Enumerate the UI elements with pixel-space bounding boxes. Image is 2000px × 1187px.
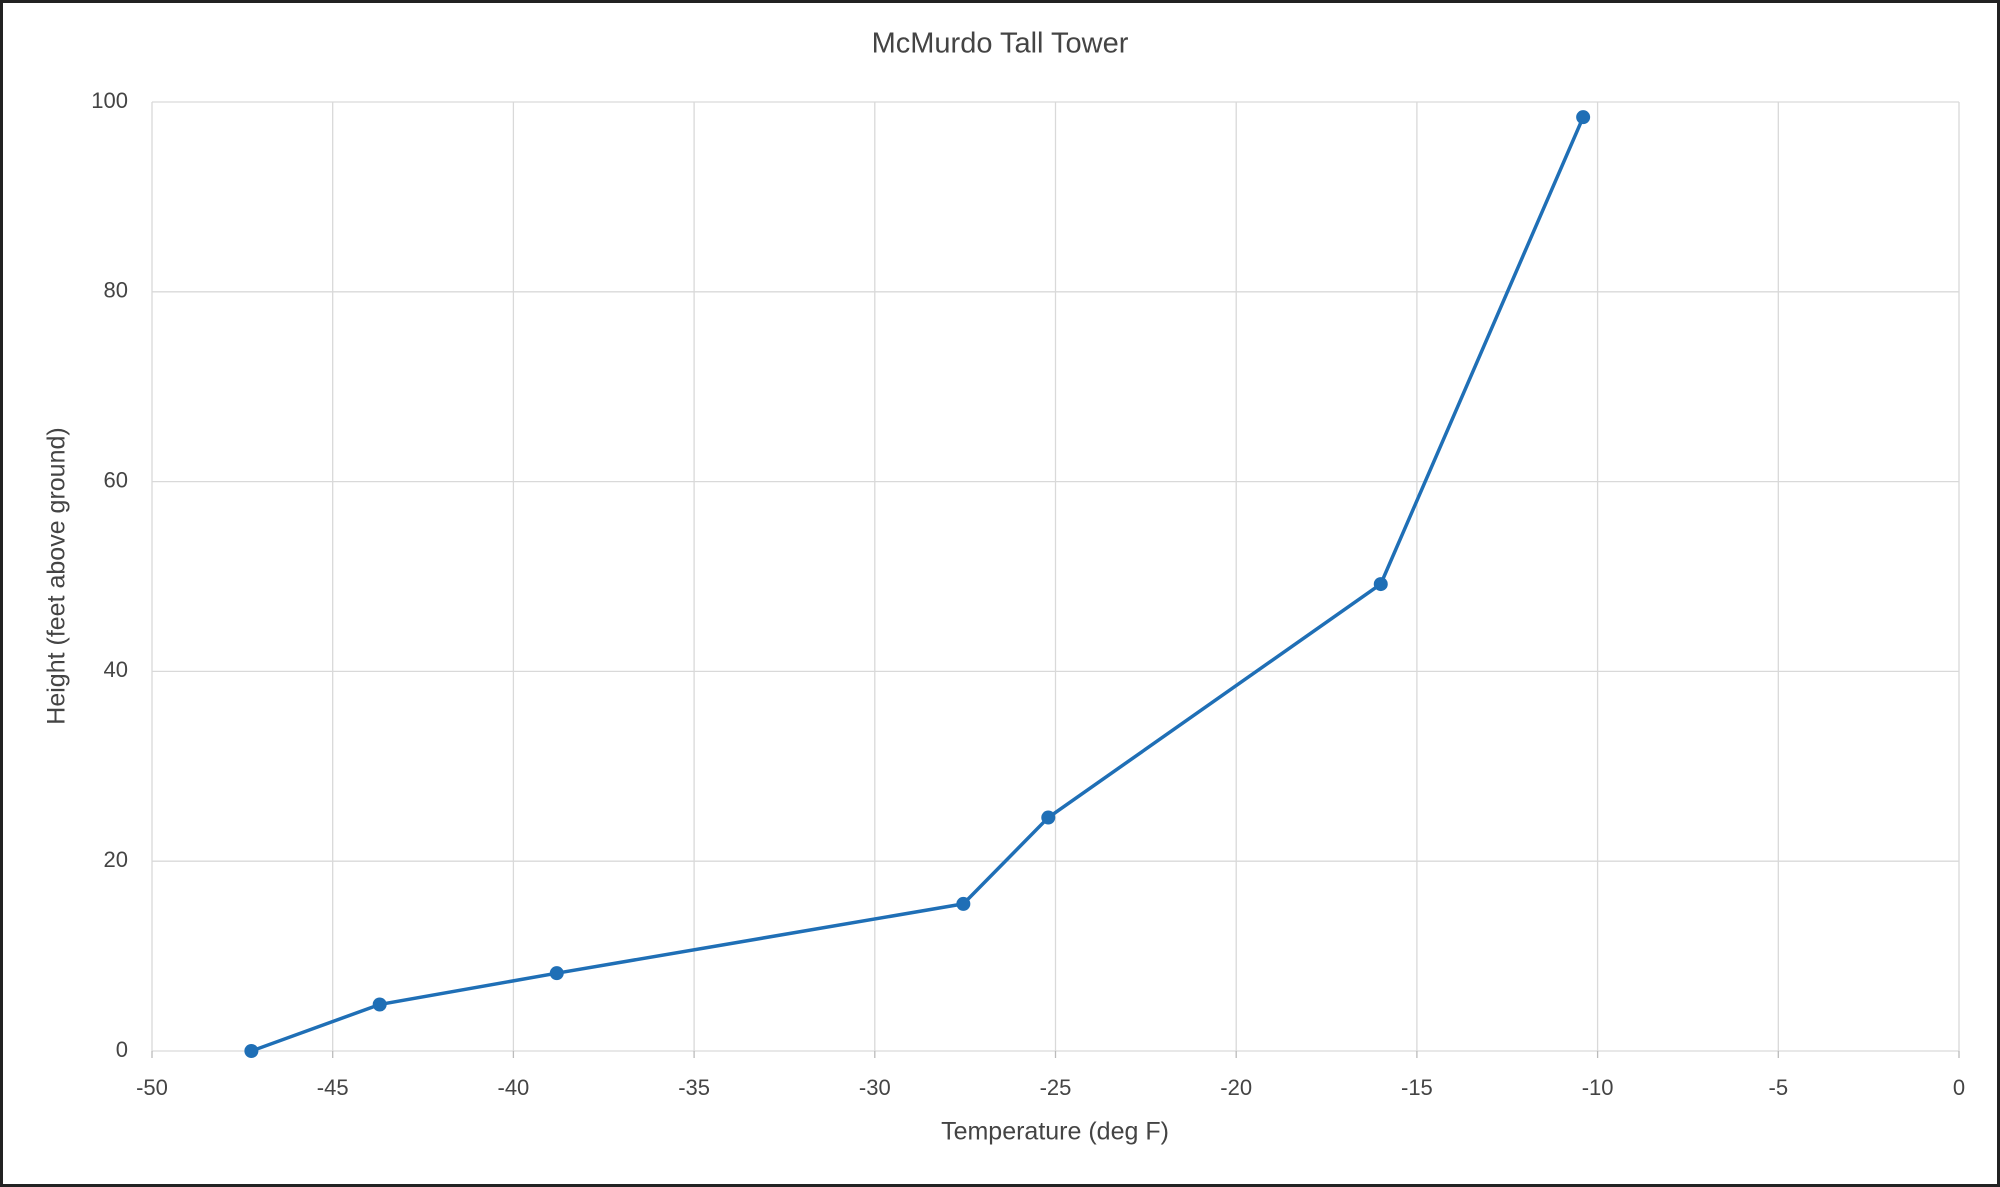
x-tick-label: -15 — [1401, 1075, 1433, 1100]
data-point — [372, 997, 387, 1012]
x-tick-label: -5 — [1769, 1075, 1789, 1100]
y-tick-label: 100 — [91, 88, 128, 113]
data-point — [956, 896, 971, 911]
data-point — [1373, 577, 1388, 592]
data-point — [1576, 110, 1591, 125]
y-tick-label: 0 — [116, 1037, 128, 1062]
x-axis-label: Temperature (deg F) — [941, 1118, 1169, 1146]
x-tick-label: 0 — [1953, 1075, 1965, 1100]
x-tick-label: -20 — [1220, 1075, 1252, 1100]
y-axis-label: Height (feet above ground) — [43, 427, 71, 724]
data-point — [1041, 810, 1056, 825]
y-tick-label: 20 — [104, 847, 128, 872]
data-point — [549, 966, 564, 981]
x-tick-label: -10 — [1582, 1075, 1614, 1100]
x-tick-label: -45 — [317, 1075, 349, 1100]
chart-title: McMurdo Tall Tower — [872, 28, 1129, 60]
x-tick-label: -25 — [1040, 1075, 1072, 1100]
y-tick-label: 40 — [104, 657, 128, 682]
x-tick-label: -50 — [136, 1075, 168, 1100]
y-tick-label: 80 — [104, 278, 128, 303]
data-point — [244, 1044, 259, 1058]
y-tick-label: 60 — [104, 467, 128, 492]
x-tick-label: -30 — [859, 1075, 891, 1100]
x-tick-label: -35 — [678, 1075, 710, 1100]
x-tick-label: -40 — [498, 1075, 530, 1100]
